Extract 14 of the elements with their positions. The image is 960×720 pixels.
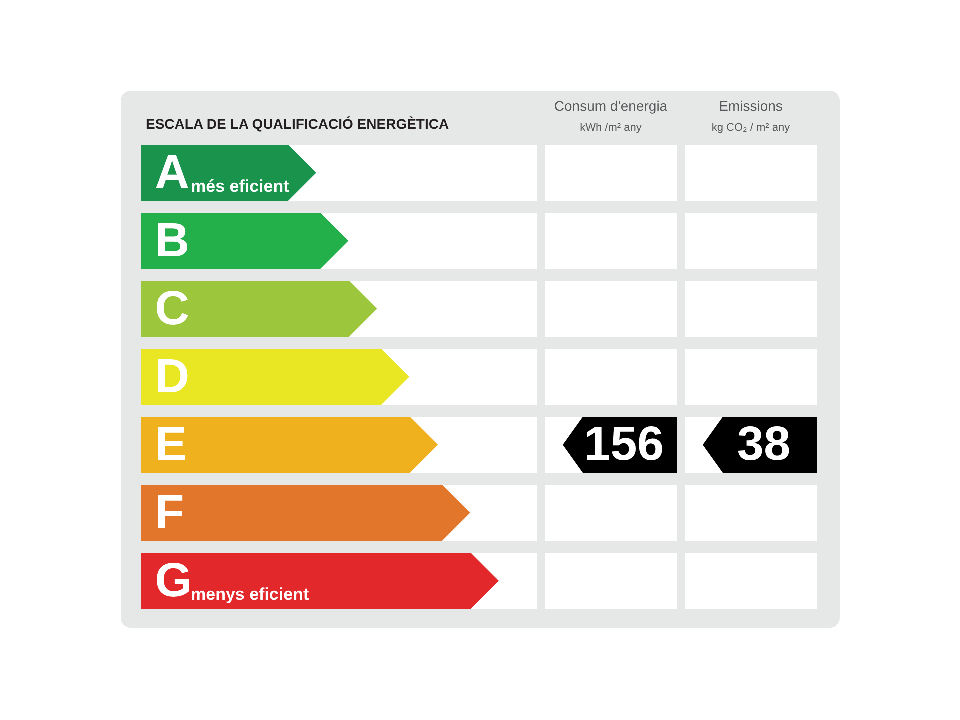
y-tick-label: E bbox=[155, 418, 188, 472]
chart-title: ESCALA DE LA QUALIFICACIÓ ENERGÈTICA bbox=[146, 116, 450, 132]
y-tick-label: A bbox=[155, 146, 190, 200]
y-tick-label: G bbox=[155, 554, 192, 608]
y-tick-label: B bbox=[155, 214, 190, 268]
y-tick-label: F bbox=[155, 486, 184, 540]
text: 38 bbox=[736, 417, 792, 473]
annotation: menys eficient bbox=[191, 585, 310, 604]
y-tick-label: C bbox=[155, 282, 190, 336]
text: Emissions kg CO₂ / m² any bbox=[710, 97, 792, 136]
text: Consum d'energia kWh /m² any bbox=[553, 97, 669, 136]
text: 156 bbox=[582, 417, 666, 473]
y-tick-label: D bbox=[155, 350, 190, 404]
annotation: més eficient bbox=[191, 177, 290, 196]
